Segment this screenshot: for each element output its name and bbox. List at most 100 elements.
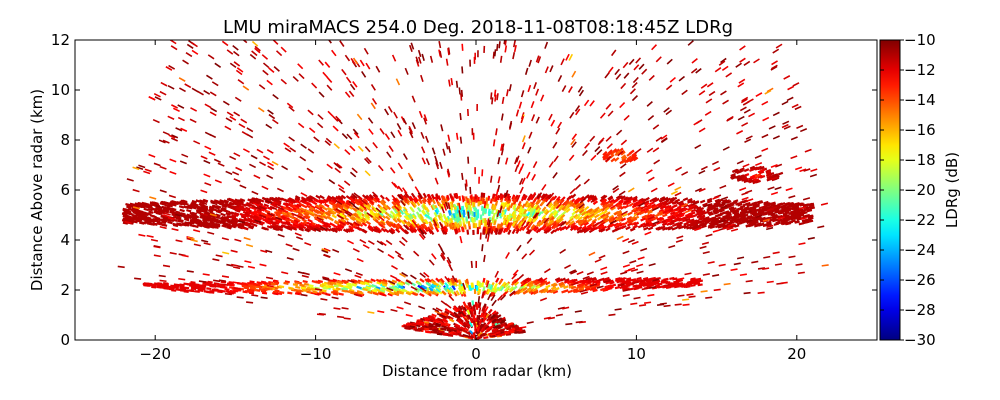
layer-pixel	[391, 279, 398, 284]
noise-pixel	[575, 320, 583, 324]
layer-pixel	[491, 218, 495, 224]
layer-pixel	[449, 222, 454, 228]
layer-pixel	[601, 225, 608, 230]
layer-pixel	[332, 228, 338, 233]
noise-pixel	[772, 135, 780, 140]
noise-pixel	[790, 136, 798, 141]
noise-pixel	[489, 175, 493, 183]
layer-pixel	[156, 285, 162, 289]
noise-pixel	[478, 307, 482, 315]
noise-pixel	[341, 68, 347, 76]
noise-pixel	[555, 313, 563, 317]
layer-pixel	[331, 195, 337, 201]
layer-pixel	[554, 277, 561, 282]
layer-pixel	[517, 221, 522, 227]
layer-pixel	[234, 208, 241, 213]
layer-pixel	[454, 228, 458, 234]
layer-pixel	[692, 200, 699, 205]
layer-pixel	[643, 222, 650, 227]
layer-pixel	[327, 206, 334, 212]
noise-pixel	[648, 262, 656, 267]
layer-pixel	[247, 289, 253, 293]
noise-pixel	[684, 209, 692, 214]
clutter-pixel	[469, 317, 474, 324]
noise-pixel	[555, 202, 562, 210]
layer-pixel	[732, 168, 738, 173]
noise-pixel	[458, 333, 466, 337]
layer-pixel	[267, 213, 273, 218]
layer-pixel	[697, 279, 703, 283]
layer-pixel	[411, 218, 417, 225]
layer-pixel	[441, 290, 447, 296]
layer-pixel	[664, 210, 670, 215]
layer-pixel	[145, 212, 151, 216]
noise-pixel	[653, 159, 661, 165]
layer-pixel	[279, 291, 285, 294]
layer-pixel	[401, 288, 408, 293]
noise-pixel	[612, 187, 620, 194]
layer-pixel	[515, 205, 520, 212]
layer-pixel	[493, 220, 497, 226]
layer-pixel	[201, 221, 207, 226]
layer-pixel	[564, 278, 570, 283]
noise-pixel	[620, 139, 628, 146]
layer-pixel	[632, 198, 639, 204]
layer-pixel	[375, 219, 381, 225]
noise-pixel	[204, 182, 212, 187]
layer-pixel	[358, 200, 364, 206]
noise-pixel	[541, 184, 547, 191]
layer-pixel	[338, 292, 344, 296]
layer-pixel	[380, 227, 387, 233]
layer-pixel	[577, 215, 583, 221]
layer-pixel	[759, 166, 765, 170]
noise-pixel	[567, 86, 573, 93]
layer-pixel	[659, 196, 666, 201]
layer-pixel	[749, 165, 756, 170]
layer-pixel	[303, 212, 310, 217]
layer-pixel	[342, 287, 349, 291]
layer-pixel	[389, 281, 396, 286]
noise-pixel	[353, 221, 361, 227]
layer-pixel	[569, 214, 575, 220]
layer-pixel	[203, 290, 210, 293]
layer-pixel	[714, 198, 721, 203]
layer-pixel	[333, 284, 339, 288]
noise-pixel	[533, 212, 540, 219]
layer-pixel	[539, 281, 546, 286]
layer-pixel	[122, 221, 129, 225]
layer-pixel	[465, 216, 469, 222]
noise-pixel	[237, 219, 246, 224]
clutter-pixel	[448, 310, 455, 316]
layer-pixel	[632, 224, 638, 229]
clutter-pixel	[448, 318, 455, 323]
layer-pixel	[661, 278, 667, 282]
noise-pixel	[528, 131, 533, 139]
noise-pixel	[619, 171, 626, 178]
layer-pixel	[374, 195, 380, 201]
layer-pixel	[625, 284, 631, 288]
layer-pixel	[426, 197, 432, 204]
layer-pixel	[224, 287, 230, 291]
noise-pixel	[136, 166, 144, 171]
noise-pixel	[576, 271, 584, 276]
layer-pixel	[409, 206, 415, 212]
layer-pixel	[550, 289, 556, 294]
noise-pixel	[221, 283, 229, 286]
clutter-pixel	[460, 326, 466, 331]
layer-pixel	[646, 284, 653, 288]
layer-pixel	[260, 212, 267, 217]
layer-pixel	[186, 213, 192, 217]
noise-pixel	[254, 47, 261, 54]
noise-pixel	[222, 100, 230, 106]
noise-pixel	[266, 148, 274, 154]
layer-pixel	[370, 278, 376, 283]
layer-pixel	[605, 203, 611, 208]
layer-pixel	[757, 174, 763, 179]
clutter-pixel	[428, 318, 434, 323]
layer-pixel	[358, 207, 364, 213]
layer-pixel	[345, 199, 352, 205]
noise-pixel	[236, 296, 244, 299]
noise-pixel	[632, 76, 639, 84]
noise-pixel	[516, 244, 522, 252]
layer-pixel	[275, 211, 282, 216]
